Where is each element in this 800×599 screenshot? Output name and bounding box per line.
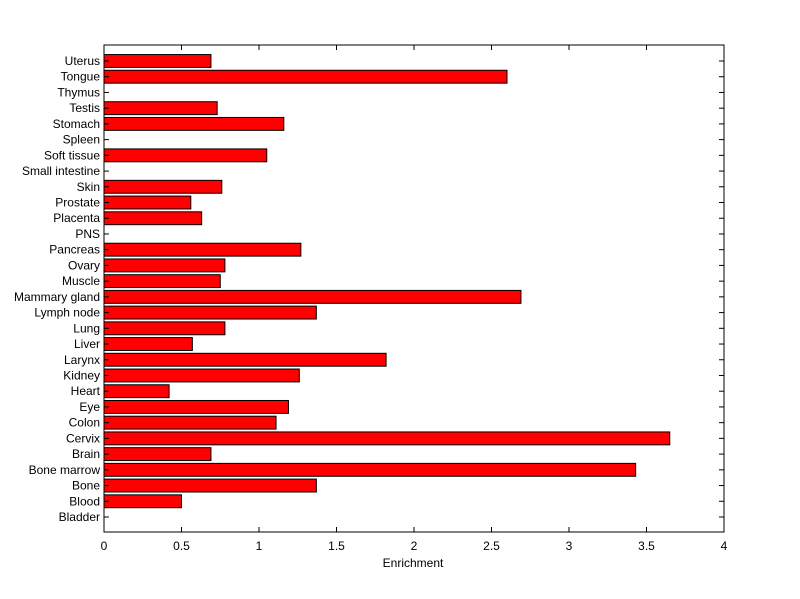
y-tick-label-spleen: Spleen bbox=[63, 133, 100, 147]
y-tick-label-thymus: Thymus bbox=[57, 85, 100, 99]
y-tick-label-small-intestine: Small intestine bbox=[22, 164, 100, 178]
x-tick-label-4: 2 bbox=[411, 539, 418, 553]
bar-bone-marrow bbox=[103, 462, 637, 477]
x-tick-label-5: 2.5 bbox=[483, 539, 500, 553]
y-tick-label-bladder: Bladder bbox=[59, 510, 100, 524]
bar-heart bbox=[103, 384, 170, 399]
y-tick-label-stomach: Stomach bbox=[53, 117, 100, 131]
y-tick-label-kidney: Kidney bbox=[63, 368, 100, 382]
bar-muscle bbox=[103, 274, 221, 289]
x-tick-label-7: 3.5 bbox=[638, 539, 655, 553]
bar-larynx bbox=[103, 352, 387, 367]
y-tick-label-eye: Eye bbox=[79, 400, 100, 414]
x-tick-label-1: 0.5 bbox=[173, 539, 190, 553]
bar-kidney bbox=[103, 368, 300, 383]
bar-soft-tissue bbox=[103, 148, 268, 163]
bar-placenta bbox=[103, 211, 203, 226]
y-tick-label-bone-marrow: Bone marrow bbox=[29, 463, 101, 477]
bar-eye bbox=[103, 399, 289, 414]
x-tick-label-3: 1.5 bbox=[328, 539, 345, 553]
y-tick-label-placenta: Placenta bbox=[53, 211, 100, 225]
bar-pancreas bbox=[103, 242, 302, 257]
x-axis: 0 0.5 1 1.5 2 2.5 3 3.5 4 bbox=[101, 45, 728, 553]
bar-prostate bbox=[103, 195, 192, 210]
y-tick-label-bone: Bone bbox=[72, 479, 100, 493]
y-tick-label-pancreas: Pancreas bbox=[49, 243, 100, 257]
y-tick-label-colon: Colon bbox=[69, 416, 100, 430]
bar-mammary-gland bbox=[103, 289, 522, 304]
y-tick-label-blood: Blood bbox=[69, 494, 100, 508]
x-tick-label-8: 4 bbox=[721, 539, 728, 553]
y-tick-label-uterus: Uterus bbox=[65, 54, 100, 68]
bar-skin bbox=[103, 179, 223, 194]
y-tick-label-tongue: Tongue bbox=[61, 70, 101, 84]
bar-lymph-node bbox=[103, 305, 317, 320]
y-tick-label-brain: Brain bbox=[72, 447, 100, 461]
y-tick-label-pns: PNS bbox=[75, 227, 100, 241]
bar-brain bbox=[103, 447, 212, 462]
y-tick-label-lung: Lung bbox=[73, 321, 100, 335]
bar-lung bbox=[103, 321, 226, 336]
bar-testis bbox=[103, 101, 218, 116]
y-tick-label-lymph-node: Lymph node bbox=[34, 306, 100, 320]
bar-liver bbox=[103, 337, 193, 351]
bar-ovary bbox=[103, 258, 226, 273]
x-tick-label-6: 3 bbox=[566, 539, 573, 553]
y-tick-label-heart: Heart bbox=[71, 384, 101, 398]
y-tick-label-muscle: Muscle bbox=[62, 274, 100, 288]
bar-uterus bbox=[103, 54, 212, 68]
y-tick-label-testis: Testis bbox=[69, 101, 100, 115]
bars-group bbox=[103, 54, 671, 509]
bar-bone bbox=[103, 478, 317, 493]
y-tick-label-soft-tissue: Soft tissue bbox=[44, 148, 100, 162]
x-axis-label: Enrichment bbox=[383, 556, 444, 570]
bar-tongue bbox=[103, 69, 508, 84]
bar-colon bbox=[103, 415, 277, 430]
y-tick-label-ovary: Ovary bbox=[68, 258, 100, 272]
y-tick-label-skin: Skin bbox=[77, 180, 100, 194]
y-tick-label-mammary-gland: Mammary gland bbox=[14, 290, 100, 304]
y-tick-label-prostate: Prostate bbox=[55, 196, 100, 210]
y-tick-label-liver: Liver bbox=[74, 337, 100, 351]
bar-blood bbox=[103, 494, 182, 509]
x-tick-label-2: 1 bbox=[256, 539, 263, 553]
y-tick-label-larynx: Larynx bbox=[64, 353, 100, 367]
y-tick-label-cervix: Cervix bbox=[66, 431, 100, 445]
bar-stomach bbox=[103, 116, 285, 131]
bar-cervix bbox=[103, 431, 671, 446]
x-tick-label-0: 0 bbox=[101, 539, 108, 553]
